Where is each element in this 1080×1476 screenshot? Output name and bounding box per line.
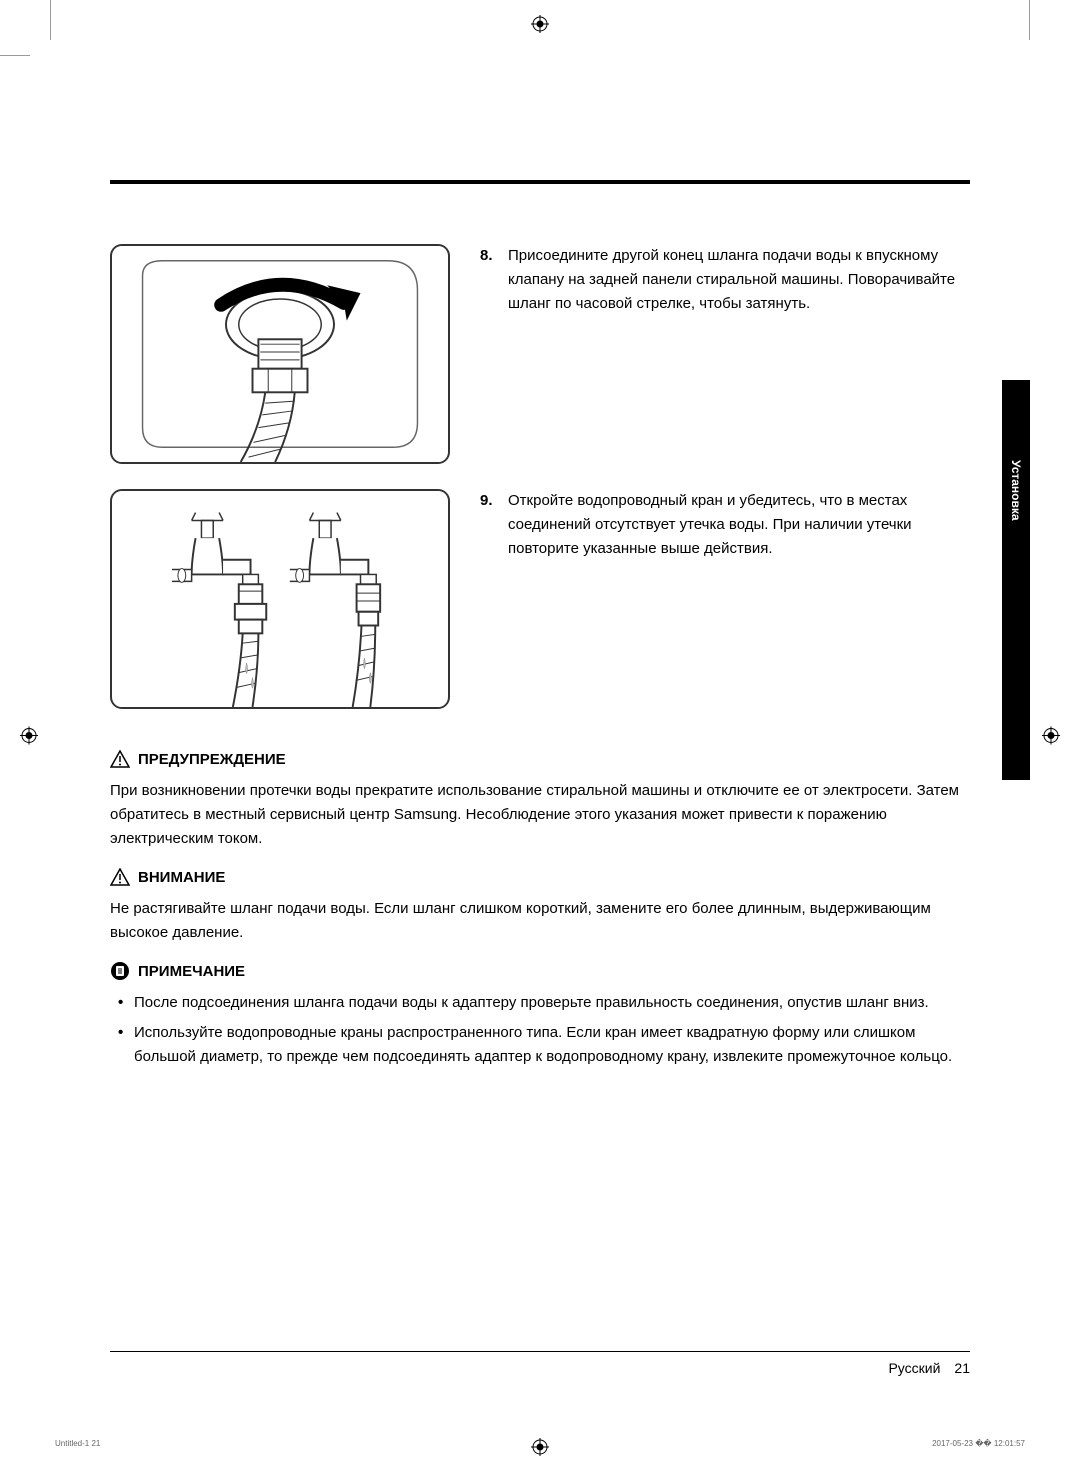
warning-triangle-icon xyxy=(110,749,130,769)
instruction-step-9: 9. Откройте водопроводный кран и убедите… xyxy=(110,489,970,709)
caution-body: Не растягивайте шланг подачи воды. Если … xyxy=(110,897,970,945)
print-file-label: Untitled-1 21 xyxy=(55,1439,100,1448)
instruction-text: 9. Откройте водопроводный кран и убедите… xyxy=(480,489,970,709)
page-footer: Русский 21 xyxy=(110,1351,970,1376)
caution-triangle-icon xyxy=(110,867,130,887)
note-title: ПРИМЕЧАНИЕ xyxy=(138,963,245,980)
footer-page-number: 21 xyxy=(954,1360,970,1376)
content-area: 8. Присоедините другой конец шланга пода… xyxy=(50,60,1030,1069)
crop-mark xyxy=(1029,0,1030,40)
warning-header: ПРЕДУПРЕЖДЕНИЕ xyxy=(110,749,970,769)
footer-language: Русский xyxy=(888,1360,940,1376)
note-icon xyxy=(110,961,130,981)
note-item: Используйте водопроводные краны распрост… xyxy=(110,1021,970,1069)
illustration-faucets xyxy=(110,489,450,709)
instruction-text: 8. Присоедините другой конец шланга пода… xyxy=(480,244,970,464)
registration-mark-right xyxy=(1042,727,1060,750)
caution-header: ВНИМАНИЕ xyxy=(110,867,970,887)
step-number: 8. xyxy=(480,244,498,316)
warning-body: При возникновении протечки воды прекрати… xyxy=(110,779,970,851)
warning-title: ПРЕДУПРЕЖДЕНИЕ xyxy=(138,751,286,768)
section-divider xyxy=(110,180,970,184)
print-metadata-footer: Untitled-1 21 2017-05-23 �� 12:01:57 xyxy=(55,1439,1025,1448)
note-item: После подсоединения шланга подачи воды к… xyxy=(110,991,970,1015)
note-header: ПРИМЕЧАНИЕ xyxy=(110,961,970,981)
illustration-hose-valve xyxy=(110,244,450,464)
caution-title: ВНИМАНИЕ xyxy=(138,869,225,886)
crop-mark xyxy=(50,0,51,40)
page-container: Установка xyxy=(0,0,1080,1476)
section-tab-label: Установка xyxy=(1009,460,1023,521)
step-body: Присоедините другой конец шланга подачи … xyxy=(508,244,970,316)
warning-block: ПРЕДУПРЕЖДЕНИЕ При возникновении протечк… xyxy=(110,749,970,1069)
print-timestamp: 2017-05-23 �� 12:01:57 xyxy=(932,1439,1025,1448)
note-list: После подсоединения шланга подачи воды к… xyxy=(110,991,970,1069)
crop-mark xyxy=(0,55,30,56)
registration-mark-left xyxy=(20,727,38,750)
instruction-step-8: 8. Присоедините другой конец шланга пода… xyxy=(110,244,970,464)
registration-mark-top xyxy=(531,15,549,38)
step-body: Откройте водопроводный кран и убедитесь,… xyxy=(508,489,970,561)
section-tab: Установка xyxy=(1002,380,1030,780)
step-number: 9. xyxy=(480,489,498,561)
